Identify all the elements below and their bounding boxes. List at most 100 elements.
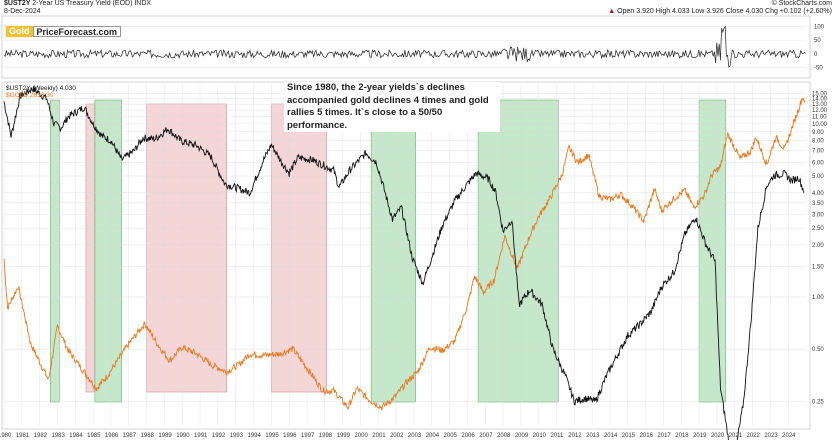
x-tick-label: 2003 (408, 433, 422, 439)
x-tick-label: 2013 (586, 433, 600, 439)
chart-annotation: Since 1980, the 2-year yields`s declines… (284, 82, 500, 132)
x-tick-label: 1980 (0, 433, 12, 439)
stockcharts-credit: © StockCharts.com (771, 0, 832, 7)
x-tick-label: 2022 (747, 433, 761, 439)
y-tick-label: 1.00 (812, 295, 824, 301)
x-tick-label: 2007 (479, 433, 493, 439)
y-tick-label: 7.00 (812, 149, 824, 155)
x-tick-label: 2017 (657, 433, 671, 439)
y-tick-label: 9.00 (812, 130, 824, 136)
y-tick-label: 14.00 (812, 97, 828, 103)
red-band-4 (146, 103, 228, 393)
x-tick-label: 2004 (426, 433, 440, 439)
x-tick-label: 1981 (16, 433, 30, 439)
x-tick-label: 1986 (105, 433, 119, 439)
x-tick-label: 1983 (51, 433, 65, 439)
y-tick-label: 11.00 (812, 115, 827, 121)
x-tick-label: 1994 (248, 433, 262, 439)
y-tick-label: 15.00 (812, 91, 828, 97)
y-tick-label: 13.00 (812, 102, 828, 108)
x-tick-label: 1990 (176, 433, 190, 439)
x-tick-label: 1998 (319, 433, 333, 439)
y-tick-label: 2.50 (812, 226, 824, 232)
quote-line: ▲ Open 3.920 High 4.033 Low 3.926 Close … (608, 8, 832, 16)
x-tick-label: 1995 (265, 433, 279, 439)
x-tick-label: 1996 (283, 433, 297, 439)
x-tick-label: 2012 (568, 433, 582, 439)
green-band-1 (50, 99, 60, 403)
x-tick-label: 2021 (729, 433, 743, 439)
chart-date: 8-Dec-2024 (4, 8, 41, 15)
gridlines (3, 84, 806, 426)
x-tick-label: 2023 (764, 433, 778, 439)
x-tick-label: 2000 (354, 433, 368, 439)
goldpriceforecast-logo: Gold PriceForecast.com (6, 26, 122, 37)
x-tick-label: 2006 (461, 433, 475, 439)
quote-values: Open 3.920 High 4.033 Low 3.926 Close 4.… (617, 8, 832, 15)
y-tick-label: 8.00 (812, 139, 824, 145)
green-band-3 (94, 99, 122, 403)
x-tick-label: 1999 (337, 433, 351, 439)
x-tick-label: 1989 (158, 433, 172, 439)
x-tick-label: 2014 (604, 433, 618, 439)
yield-line (3, 86, 805, 440)
oscillator-tick-label: 50 (814, 38, 821, 44)
y-tick-label: 1.50 (812, 265, 824, 271)
oscillator-panel: 100 50 0 -50 (1, 15, 825, 79)
y-tick-label: 5.00 (812, 174, 824, 180)
x-tick-label: 1991 (194, 433, 208, 439)
legend-yield: $UST2Y (Weekly) 4.030 (6, 85, 76, 92)
gold-price-line (3, 97, 806, 411)
y-tick-label: 0.25 (812, 399, 824, 405)
y-tick-label: 10.00 (812, 122, 828, 128)
logo-rest-part: PriceForecast.com (32, 26, 122, 37)
oscillator-line (3, 25, 806, 68)
y-tick-label: 0.50 (812, 347, 824, 353)
y-tick-label: 3.50 (812, 201, 824, 207)
x-tick-label: 2020 (711, 433, 725, 439)
x-tick-label: 1987 (123, 433, 137, 439)
y-tick-label: 12.00 (812, 108, 828, 114)
red-band-2 (85, 103, 96, 393)
x-tick-label: 1993 (230, 433, 244, 439)
x-tick-label: 2002 (390, 433, 404, 439)
x-tick-label: 2018 (675, 433, 689, 439)
x-tick-label: 2015 (622, 433, 636, 439)
logo-gold-part: Gold (6, 26, 33, 37)
green-band-7 (477, 99, 559, 403)
y-tick-label: 3.00 (812, 212, 824, 218)
green-band-6 (370, 99, 416, 403)
change-arrow-icon: ▲ (608, 8, 616, 15)
oscillator-y-ticks: 100 50 0 -50 (814, 24, 825, 71)
x-tick-label: 2024 (782, 433, 796, 439)
x-tick-label: 2001 (372, 433, 386, 439)
symbol: $UST2Y (4, 0, 31, 7)
oscillator-tick-label: 100 (814, 24, 825, 30)
x-tick-label: 2010 (533, 433, 547, 439)
x-tick-label: 2011 (550, 433, 564, 439)
oscillator-tick-label: -50 (814, 66, 823, 72)
red-band-5 (271, 103, 327, 393)
x-tick-label: 2019 (693, 433, 707, 439)
x-tick-label: 1984 (69, 433, 83, 439)
y-tick-label: 2.00 (812, 243, 824, 249)
oscillator-frame (1, 15, 811, 79)
x-tick-label: 2009 (515, 433, 529, 439)
x-tick-label: 1982 (34, 433, 48, 439)
x-tick-label: 1985 (87, 433, 101, 439)
x-tick-label: 1988 (141, 433, 155, 439)
x-tick-label: 1997 (301, 433, 315, 439)
event-bands (50, 99, 727, 403)
legend-gold: $GOLD 2633.30 (6, 92, 54, 99)
y-tick-label: 4.00 (812, 191, 824, 197)
chart-symbol-title: $UST2Y 2-Year US Treasury Yield (EOD) IN… (4, 0, 151, 8)
x-tick-label: 1992 (212, 433, 226, 439)
symbol-description: 2-Year US Treasury Yield (EOD) INDX (32, 0, 152, 7)
x-tick-label: 2005 (444, 433, 458, 439)
green-band-8 (698, 99, 727, 403)
y-tick-label: 6.00 (812, 160, 824, 166)
x-tick-label: 2008 (497, 433, 511, 439)
